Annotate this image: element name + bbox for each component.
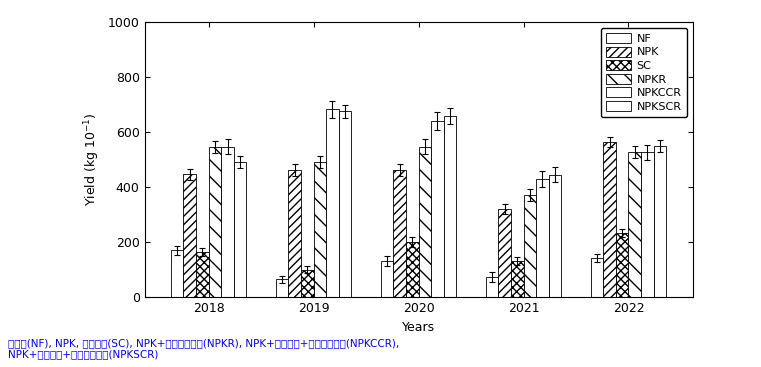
Bar bbox=[498, 209, 511, 297]
Bar bbox=[549, 175, 562, 297]
Bar bbox=[419, 147, 431, 297]
Bar bbox=[591, 258, 603, 297]
Text: 무비구(NF), NPK, 돈분퇴비(SC), NPK+옥수수잔재물(NPKR), NPK+우분퇴비+옥수수잔재물(NPKCCR),
NPK+돈분퇴비+옥수수잔: 무비구(NF), NPK, 돈분퇴비(SC), NPK+옥수수잔재물(NPKR)… bbox=[8, 338, 399, 360]
Bar bbox=[393, 170, 406, 297]
Y-axis label: Yield (kg 10$^{-1}$): Yield (kg 10$^{-1}$) bbox=[83, 113, 102, 206]
Bar bbox=[196, 252, 209, 297]
Bar bbox=[326, 109, 339, 297]
Bar bbox=[221, 147, 234, 297]
Bar bbox=[380, 261, 393, 297]
Bar bbox=[536, 179, 549, 297]
Bar bbox=[431, 121, 444, 297]
Bar bbox=[339, 112, 352, 297]
Legend: NF, NPK, SC, NPKR, NPKCCR, NPKSCR: NF, NPK, SC, NPKR, NPKCCR, NPKSCR bbox=[601, 28, 687, 117]
X-axis label: Years: Years bbox=[402, 321, 435, 334]
Bar bbox=[629, 152, 641, 297]
Bar bbox=[288, 170, 301, 297]
Bar bbox=[234, 163, 247, 297]
Bar bbox=[183, 174, 196, 297]
Bar bbox=[275, 279, 288, 297]
Bar bbox=[524, 195, 536, 297]
Bar bbox=[406, 242, 419, 297]
Bar bbox=[603, 142, 616, 297]
Bar bbox=[209, 147, 221, 297]
Bar bbox=[301, 270, 314, 297]
Bar bbox=[444, 116, 457, 297]
Bar bbox=[170, 251, 183, 297]
Bar bbox=[641, 152, 654, 297]
Bar bbox=[654, 146, 667, 297]
Bar bbox=[314, 163, 326, 297]
Bar bbox=[616, 233, 629, 297]
Bar bbox=[486, 277, 498, 297]
Bar bbox=[511, 261, 524, 297]
